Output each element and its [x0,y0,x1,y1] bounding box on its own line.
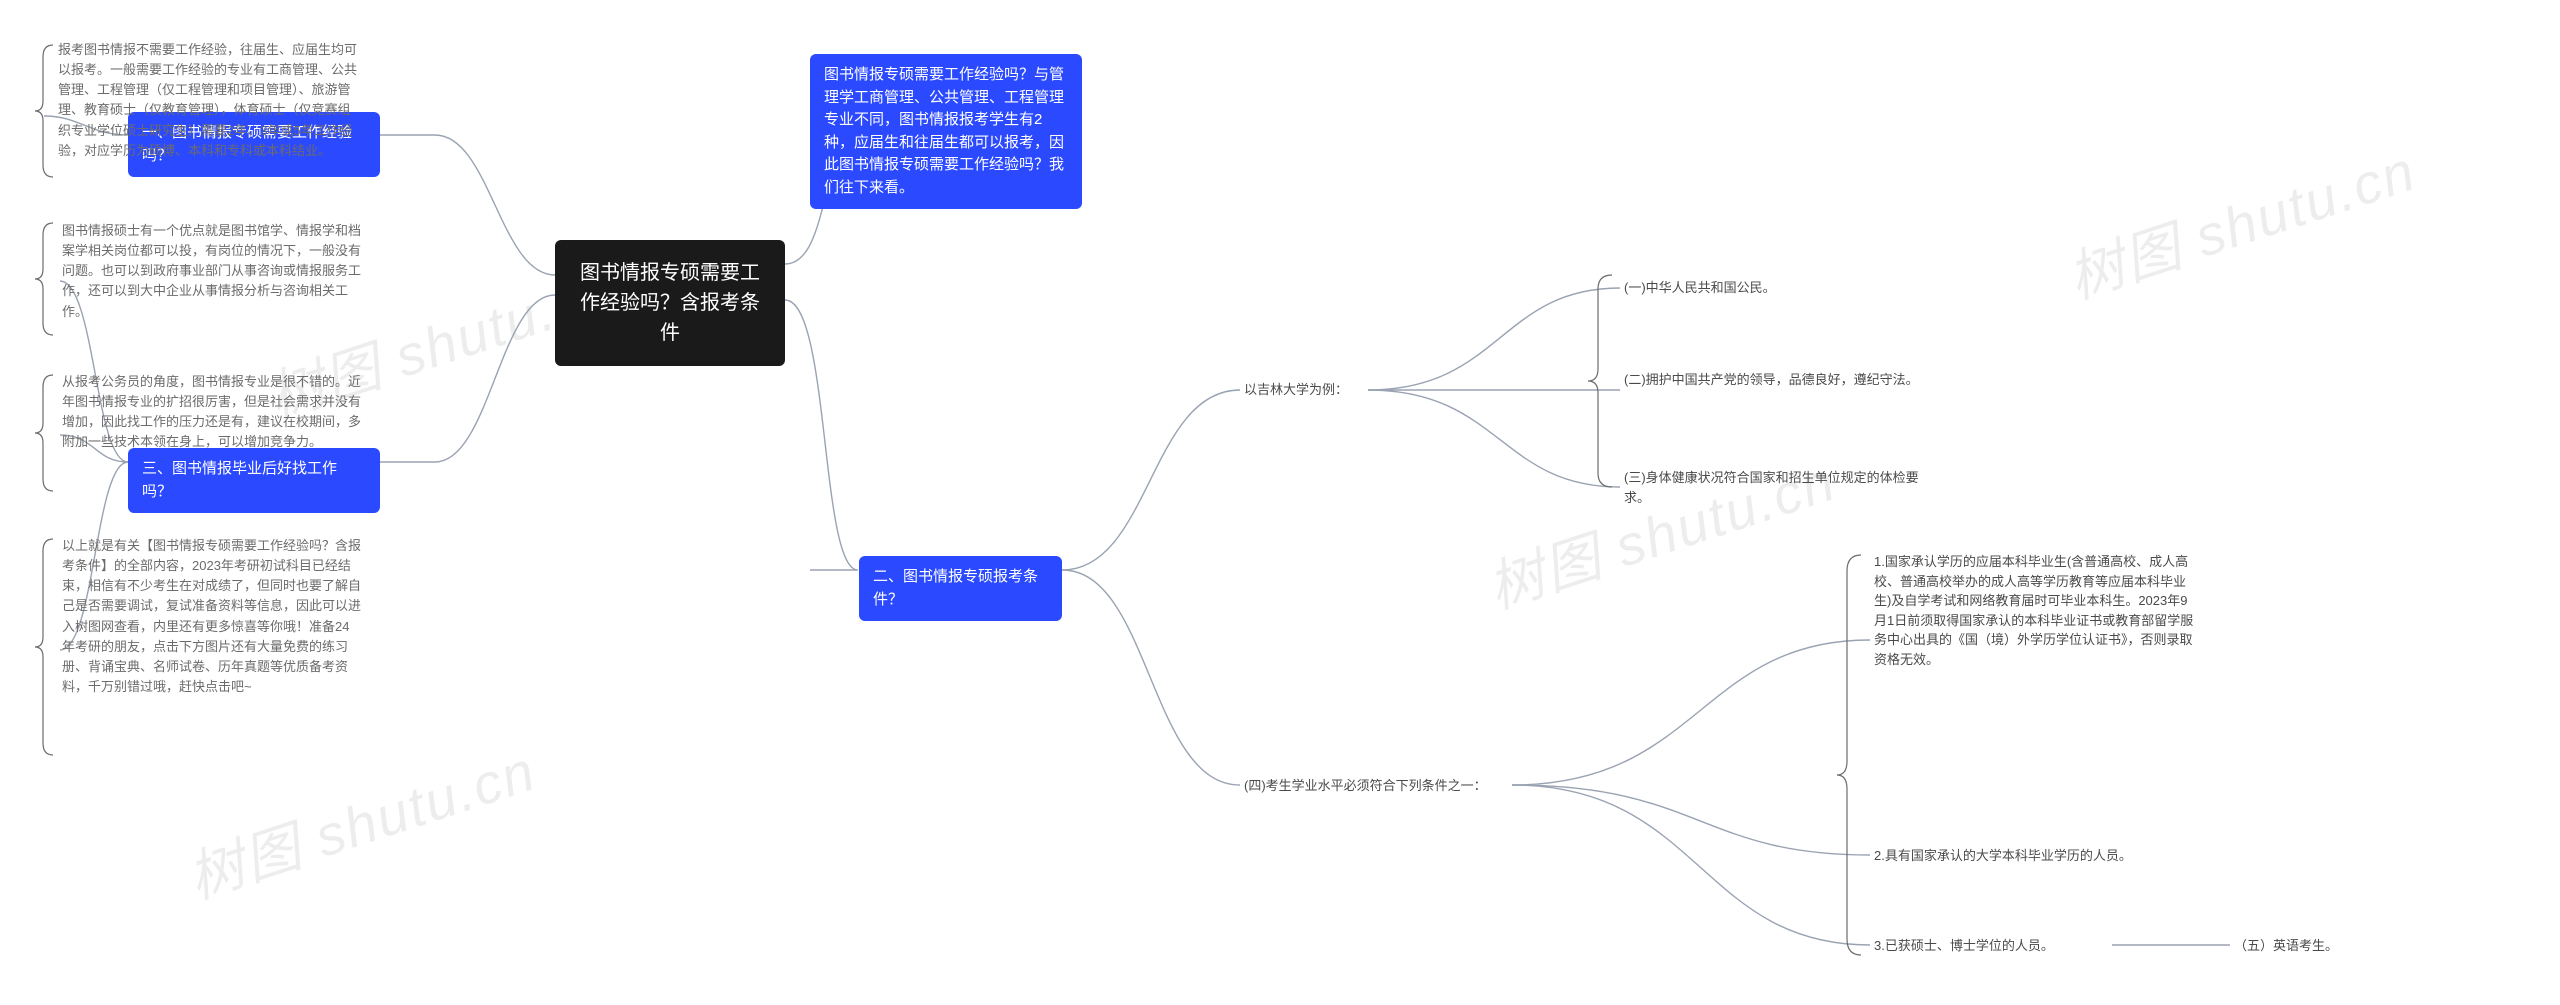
leaf-q3-detail3: 以上就是有关【图书情报专硕需要工作经验吗？含报考条件】的全部内容，2023年考研… [62,536,362,697]
watermark: 树图 shutu.cn [1476,436,1845,625]
node-c4-label: (四)考生学业水平必须符合下列条件之一： [1244,776,1524,796]
branch-q2: 二、图书情报专硕报考条件？ [859,556,1062,621]
leaf-c4-3: 3.已获硕士、博士学位的人员。 [1874,936,2114,956]
root-node: 图书情报专硕需要工作经验吗？含报考条件 [555,240,785,366]
watermark: 树图 shutu.cn [176,726,545,915]
leaf-q3-detail1: 图书情报硕士有一个优点就是图书馆学、情报学和档案学相关岗位都可以投，有岗位的情况… [62,221,362,322]
branch-intro: 图书情报专硕需要工作经验吗？与管理学工商管理、公共管理、工程管理专业不同，图书情… [810,54,1082,209]
leaf-c5: （五）英语考生。 [2234,936,2374,956]
branch-q3: 三、图书情报毕业后好找工作吗？ [128,448,380,513]
node-example-label: 以吉林大学为例： [1244,380,1384,400]
leaf-q1-detail: 报考图书情报不需要工作经验，往届生、应届生均可以报考。一般需要工作经验的专业有工… [58,40,358,161]
leaf-c4-1: 1.国家承认学历的应届本科毕业生(含普通高校、成人高校、普通高校举办的成人高等学… [1874,552,2194,669]
watermark: 树图 shutu.cn [2056,126,2425,315]
leaf-c1: (一)中华人民共和国公民。 [1624,278,1924,298]
leaf-c2: (二)拥护中国共产党的领导，品德良好，遵纪守法。 [1624,370,1934,390]
leaf-c4-2: 2.具有国家承认的大学本科毕业学历的人员。 [1874,846,2194,866]
leaf-q3-detail2: 从报考公务员的角度，图书情报专业是很不错的。近年图书情报专业的扩招很厉害，但是社… [62,372,362,453]
leaf-c3: (三)身体健康状况符合国家和招生单位规定的体检要求。 [1624,468,1934,507]
